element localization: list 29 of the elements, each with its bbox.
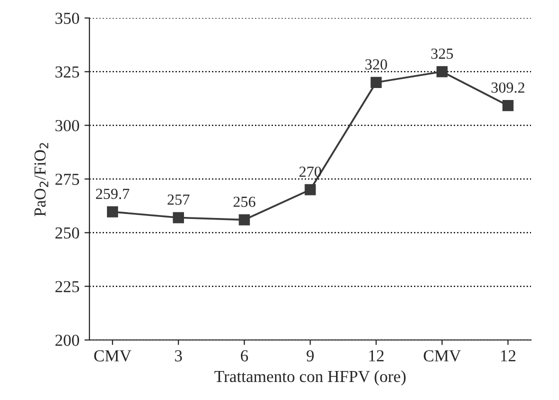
y-tick-label: 300 bbox=[56, 120, 80, 132]
y-tick-label: 200 bbox=[55, 334, 80, 346]
point bbox=[106, 206, 118, 218]
point bbox=[370, 76, 382, 88]
y-tick-label: 325 bbox=[56, 66, 80, 78]
point bbox=[436, 66, 448, 78]
x-axis-title: Trattamento con HFPV (ore) bbox=[214, 370, 406, 386]
y-axis-title: PaO$_{2}$/FiO$_{2}$ bbox=[34, 143, 48, 216]
data-label: 309.2 bbox=[492, 82, 524, 93]
data-label: 257 bbox=[168, 194, 190, 205]
y-tick-label: 350 bbox=[56, 12, 80, 24]
x-tick-label: 12 bbox=[369, 350, 384, 362]
y-tick-label: 250 bbox=[55, 227, 80, 239]
x-tick-label: CMV bbox=[94, 350, 132, 362]
y-tick-label: 225 bbox=[55, 281, 80, 292]
x-tick-label: 9 bbox=[306, 350, 314, 362]
point bbox=[502, 100, 514, 112]
x-tick-label: 12 bbox=[501, 350, 516, 362]
x-tick-label: 3 bbox=[175, 350, 182, 362]
data-label: 259.7 bbox=[96, 188, 130, 200]
y-tick-label: 275 bbox=[55, 174, 80, 185]
point bbox=[238, 214, 250, 226]
data-label: 320 bbox=[365, 59, 388, 70]
x-tick-label: CMV bbox=[424, 350, 461, 362]
point bbox=[172, 212, 184, 224]
x-tick-label: 6 bbox=[240, 350, 248, 362]
point bbox=[304, 184, 316, 196]
data-label: 325 bbox=[431, 48, 453, 59]
data-label: 256 bbox=[234, 196, 256, 207]
